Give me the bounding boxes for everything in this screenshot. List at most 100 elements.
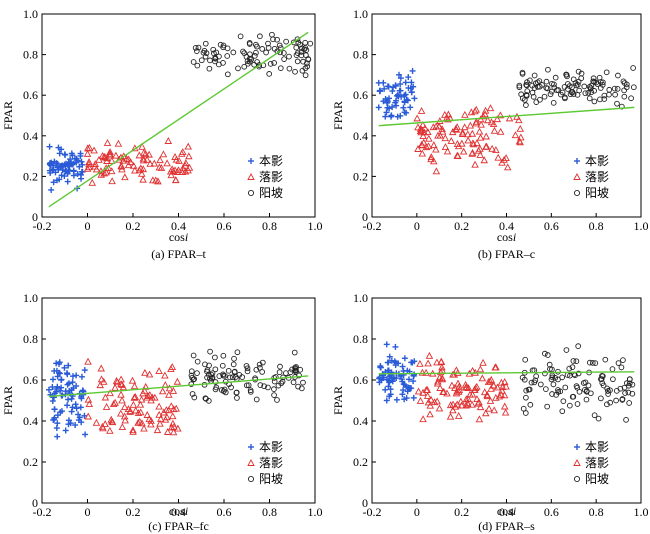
data-point-circle [606, 86, 613, 93]
data-point-triangle [100, 152, 108, 160]
data-point-plus [48, 186, 55, 193]
data-point-triangle [438, 375, 447, 383]
data-point-circle [220, 352, 227, 359]
data-point-triangle [495, 392, 504, 400]
data-point-triangle [414, 145, 422, 152]
data-point-triangle [454, 411, 463, 419]
data-point-triangle [157, 414, 165, 422]
data-point-plus [79, 168, 86, 175]
data-point-circle [212, 379, 219, 385]
data-point-circle [603, 69, 610, 76]
data-point-circle [228, 384, 234, 391]
data-point-triangle [449, 406, 457, 414]
data-point-triangle [138, 142, 146, 150]
data-point-plus [382, 113, 389, 120]
data-point-circle [547, 91, 554, 98]
data-point-circle [621, 87, 627, 94]
data-point-plus [394, 92, 401, 99]
data-point-triangle [88, 178, 97, 186]
data-point-triangle [168, 412, 177, 420]
y-tick-label: 0.6 [23, 88, 38, 102]
x-axis-label-italic: i [513, 230, 516, 244]
data-point-triangle [102, 403, 111, 410]
data-point-circle [277, 363, 283, 370]
data-point-circle [623, 81, 630, 88]
data-point-plus [390, 84, 397, 91]
data-point-triangle [459, 147, 468, 155]
x-tick-label: 0.2 [454, 219, 469, 233]
data-point-triangle [464, 136, 472, 144]
data-point-triangle [129, 427, 137, 435]
data-point-triangle [466, 390, 474, 398]
data-point-triangle [493, 115, 502, 123]
data-point-plus [58, 376, 65, 383]
data-point-circle [544, 403, 551, 410]
data-point-plus [409, 67, 416, 74]
data-point-circle [523, 102, 529, 109]
x-tick-label: 0.8 [262, 505, 277, 519]
data-point-triangle [165, 390, 173, 398]
x-tick-label: 0.6 [544, 505, 559, 519]
data-point-circle [534, 79, 541, 86]
data-point-triangle [154, 177, 162, 185]
data-point-triangle [121, 416, 129, 424]
data-point-plus [64, 402, 71, 409]
data-point-plus [56, 176, 63, 183]
data-point-circle [254, 59, 260, 65]
data-point-triangle [120, 403, 129, 410]
y-tick-label: 0.8 [23, 48, 38, 62]
data-point-circle [559, 408, 566, 415]
data-point-circle [528, 379, 535, 386]
data-point-circle [247, 389, 254, 395]
data-point-plus [75, 417, 82, 424]
x-tick-label: 0.4 [499, 219, 514, 233]
data-point-triangle [164, 406, 173, 414]
data-point-circle [244, 368, 251, 375]
data-point-triangle [177, 149, 186, 157]
data-point-triangle [422, 385, 431, 393]
data-point-triangle [159, 150, 168, 158]
y-tick-label: 0 [362, 210, 368, 224]
data-point-circle [566, 83, 573, 89]
series-2 [83, 137, 194, 186]
data-point-plus [407, 104, 414, 111]
data-point-circle [246, 55, 253, 62]
data-point-plus [410, 378, 417, 385]
data-point-circle [566, 402, 573, 409]
data-point-triangle [161, 371, 169, 379]
y-tick-label: 0 [32, 210, 38, 224]
data-point-triangle [134, 418, 142, 426]
legend-marker-triangle [573, 459, 581, 466]
data-point-triangle [113, 378, 122, 386]
legend-item-2: 落影 [247, 170, 283, 184]
data-point-circle [599, 82, 606, 88]
data-point-plus [383, 109, 390, 116]
data-point-circle [283, 38, 289, 45]
x-axis-label-main: cos [497, 504, 513, 518]
data-point-circle [191, 394, 198, 401]
data-point-circle [591, 412, 598, 419]
legend-marker-circle [247, 475, 255, 483]
data-point-triangle [451, 402, 460, 410]
data-point-circle [617, 385, 624, 392]
data-point-triangle [426, 410, 434, 418]
x-tick-label: -0.2 [33, 505, 52, 519]
data-point-circle [213, 384, 220, 391]
data-point-triangle [108, 177, 116, 185]
fit-line [378, 106, 635, 127]
data-point-triangle [482, 142, 490, 150]
y-tick-label: 1.0 [23, 7, 38, 21]
data-point-triangle [490, 406, 498, 414]
y-tick-label: 1.0 [23, 291, 38, 305]
data-point-circle [618, 364, 625, 371]
data-point-circle [290, 39, 297, 46]
data-point-circle [605, 388, 611, 394]
data-point-triangle [452, 389, 461, 397]
data-point-circle [253, 396, 260, 403]
data-point-plus [396, 71, 403, 78]
data-point-circle [266, 71, 273, 77]
data-point-triangle [172, 176, 180, 184]
data-point-circle [274, 36, 280, 43]
data-point-triangle [140, 424, 148, 432]
data-point-circle [605, 391, 611, 397]
